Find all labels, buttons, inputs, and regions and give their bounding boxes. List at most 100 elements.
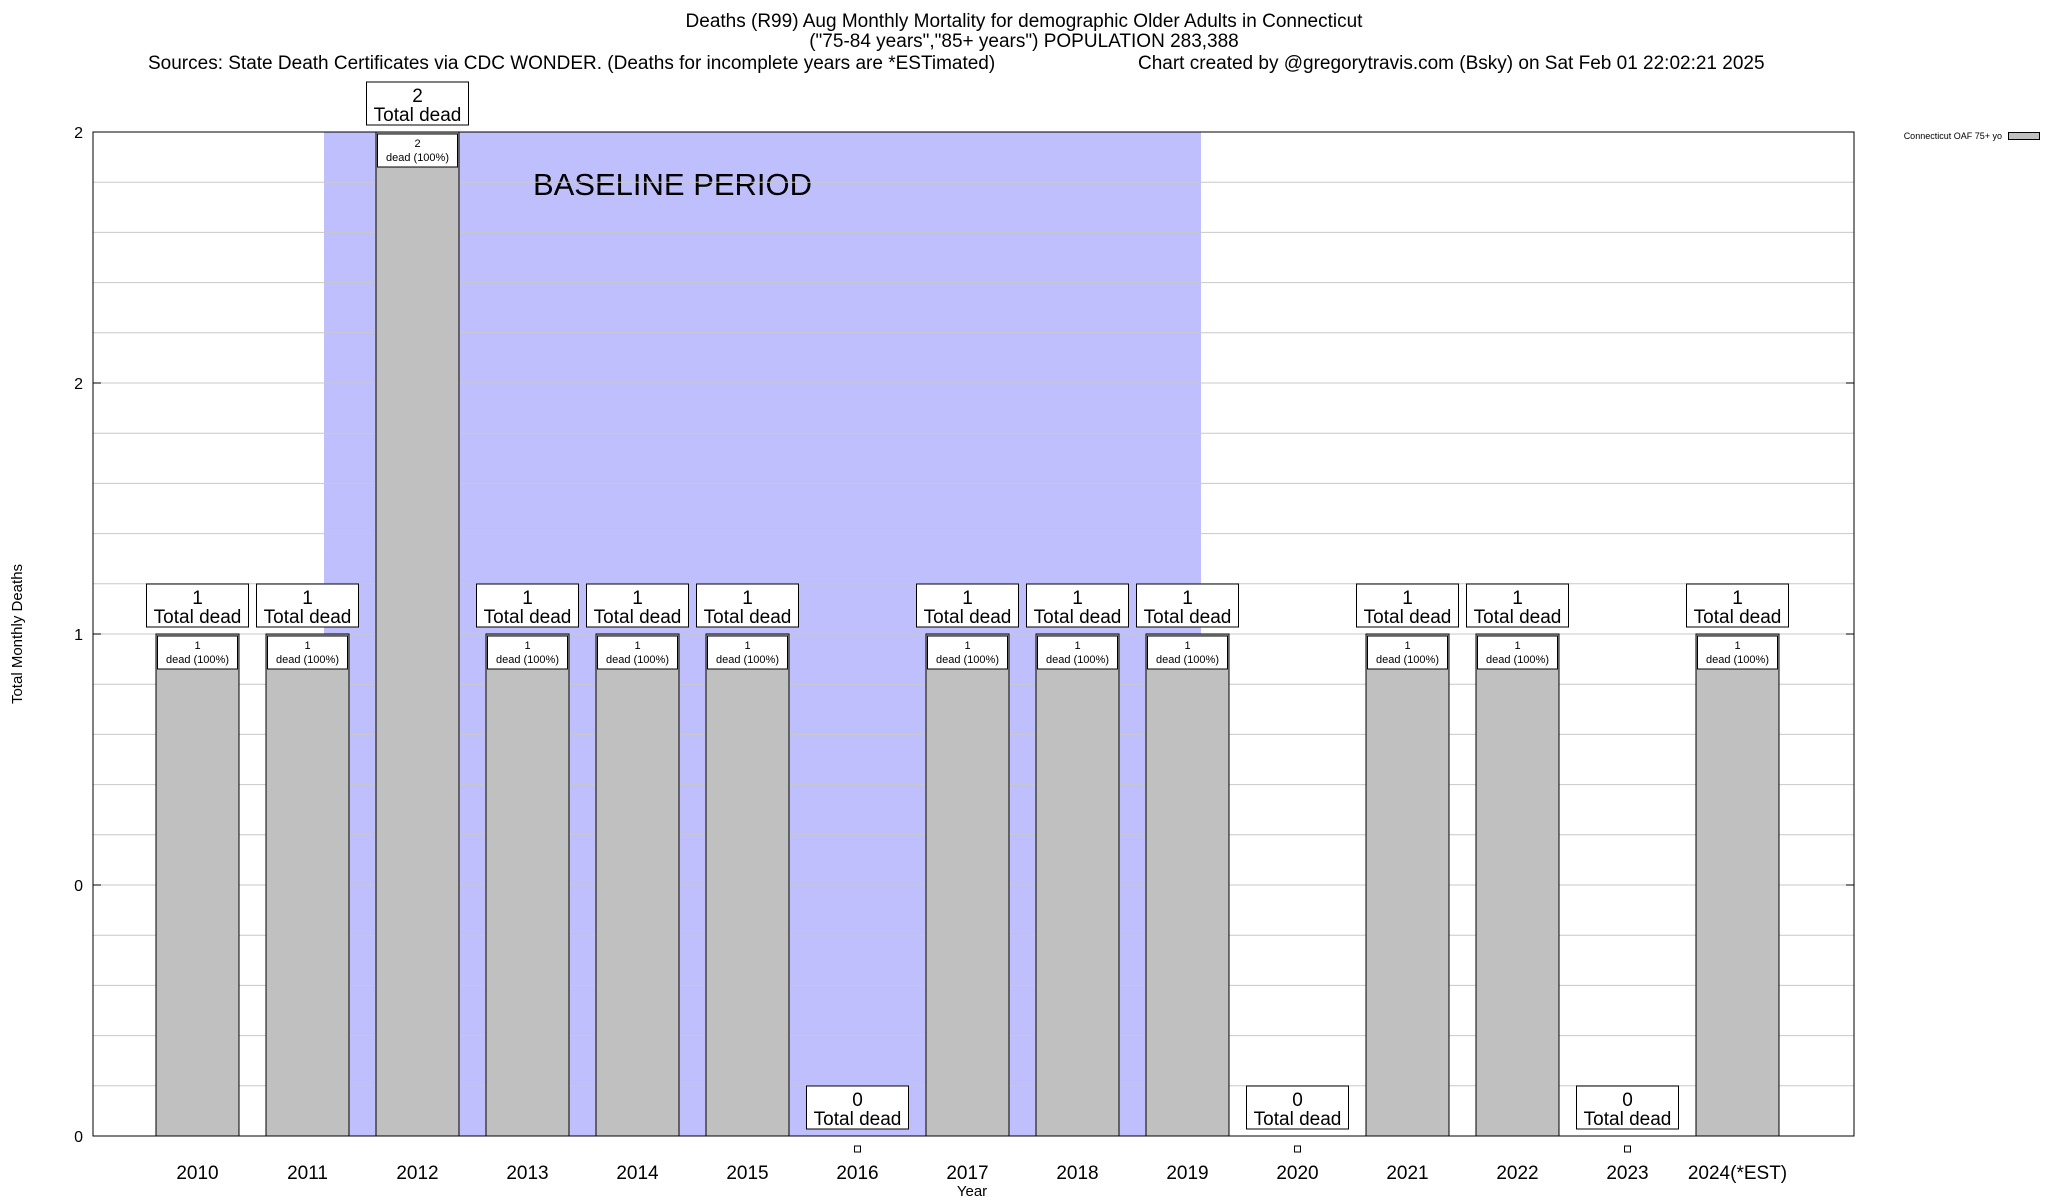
bar-value-label: 1 <box>964 640 970 652</box>
bar <box>1695 633 1780 1137</box>
total-label-box <box>146 583 249 628</box>
x-tick-label: 2021 <box>1386 1163 1428 1184</box>
bar-label-box <box>707 635 788 670</box>
total-dead-label: Total dead <box>1474 607 1562 628</box>
bar-percent-label: dead (100%) <box>1376 654 1439 666</box>
total-label-box <box>1026 583 1129 628</box>
plot-frame <box>92 131 1855 1137</box>
x-tick-label: 2023 <box>1606 1163 1648 1184</box>
total-label-box <box>1136 583 1239 628</box>
bar-value-label: 1 <box>304 640 310 652</box>
x-tick-label: 2015 <box>726 1163 768 1184</box>
bar-percent-label: dead (100%) <box>1046 654 1109 666</box>
bar-percent-label: dead (100%) <box>716 654 779 666</box>
y-tick-label: 0 <box>74 878 83 895</box>
x-tick-label: 2020 <box>1276 1163 1318 1184</box>
bar-percent-label: dead (100%) <box>606 654 669 666</box>
bar-percent-label: dead (100%) <box>936 654 999 666</box>
total-dead-label: Total dead <box>1034 607 1122 628</box>
x-tick-label: 2010 <box>176 1163 218 1184</box>
bar <box>375 131 460 1137</box>
bar-value-label: 1 <box>1514 640 1520 652</box>
legend-swatch <box>2008 132 2040 140</box>
bar-percent-label: dead (100%) <box>1706 654 1769 666</box>
total-label-box <box>1466 583 1569 628</box>
bar-label-box <box>1147 635 1228 670</box>
bar-label-box <box>1697 635 1778 670</box>
total-value-label: 1 <box>522 588 533 609</box>
total-dead-label: Total dead <box>1694 607 1782 628</box>
bar <box>1145 633 1230 1137</box>
zero-marker <box>854 1145 861 1153</box>
total-dead-label: Total dead <box>704 607 792 628</box>
bar-label-box <box>1367 635 1448 670</box>
total-dead-label: Total dead <box>1144 607 1232 628</box>
x-tick-label: 2016 <box>836 1163 878 1184</box>
bar-label-box <box>1477 635 1558 670</box>
bar <box>265 633 350 1137</box>
total-label-box <box>1576 1085 1679 1130</box>
x-tick-label: 2014 <box>616 1163 659 1184</box>
total-dead-label: Total dead <box>154 607 242 628</box>
bar-value-label: 1 <box>634 640 640 652</box>
zero-marker <box>1294 1145 1301 1153</box>
total-label-box <box>1356 583 1459 628</box>
x-tick-label: 2017 <box>946 1163 988 1184</box>
bar-value-label: 1 <box>194 640 200 652</box>
bar-value-label: 1 <box>744 640 750 652</box>
total-value-label: 0 <box>1292 1090 1303 1111</box>
total-label-box <box>366 81 469 126</box>
total-value-label: 1 <box>302 588 313 609</box>
total-dead-label: Total dead <box>1584 1109 1672 1130</box>
chart-title: Deaths (R99) Aug Monthly Mortality for d… <box>685 11 1363 32</box>
total-value-label: 1 <box>1182 588 1193 609</box>
bar-percent-label: dead (100%) <box>1156 654 1219 666</box>
total-label-box <box>806 1085 909 1130</box>
chart-credit: Chart created by @gregorytravis.com (Bsk… <box>1138 53 1765 74</box>
bar <box>485 633 570 1137</box>
baseline-period-label: BASELINE PERIOD <box>533 167 812 202</box>
total-dead-label: Total dead <box>814 1109 902 1130</box>
zero-marker <box>1624 1145 1631 1153</box>
total-label-box <box>916 583 1019 628</box>
total-label-box <box>1686 583 1789 628</box>
total-value-label: 1 <box>632 588 643 609</box>
bar-percent-label: dead (100%) <box>276 654 339 666</box>
y-tick-label: 2 <box>74 376 83 393</box>
x-tick-label: 2012 <box>396 1163 438 1184</box>
total-dead-label: Total dead <box>1364 607 1452 628</box>
bar-label-box <box>1037 635 1118 670</box>
total-dead-label: Total dead <box>374 105 462 126</box>
bar-percent-label: dead (100%) <box>1486 654 1549 666</box>
bar <box>155 633 240 1137</box>
total-value-label: 2 <box>412 86 423 107</box>
bar-label-box <box>377 133 458 168</box>
bar-label-box <box>927 635 1008 670</box>
bar <box>1475 633 1560 1137</box>
y-tick-label: 2 <box>74 125 83 142</box>
total-value-label: 1 <box>1072 588 1083 609</box>
bar-value-label: 1 <box>1734 640 1740 652</box>
total-dead-label: Total dead <box>264 607 352 628</box>
bar-value-label: 1 <box>524 640 530 652</box>
total-dead-label: Total dead <box>924 607 1012 628</box>
bar-label-box <box>157 635 238 670</box>
total-label-box <box>476 583 579 628</box>
total-dead-label: Total dead <box>484 607 572 628</box>
x-tick-label: 2011 <box>287 1163 328 1184</box>
bar-value-label: 1 <box>1404 640 1410 652</box>
bar-percent-label: dead (100%) <box>496 654 559 666</box>
bar-label-box <box>597 635 678 670</box>
bar <box>1365 633 1450 1137</box>
bar <box>1035 633 1120 1137</box>
bar <box>595 633 680 1137</box>
x-tick-label: 2022 <box>1496 1163 1538 1184</box>
chart-legend: Connecticut OAF 75+ yo <box>1904 131 2040 141</box>
total-label-box <box>696 583 799 628</box>
total-value-label: 0 <box>852 1090 863 1111</box>
total-value-label: 1 <box>742 588 753 609</box>
bar-percent-label: dead (100%) <box>166 654 229 666</box>
y-tick-label: 1 <box>74 627 83 644</box>
total-value-label: 1 <box>192 588 203 609</box>
total-value-label: 1 <box>1732 588 1743 609</box>
